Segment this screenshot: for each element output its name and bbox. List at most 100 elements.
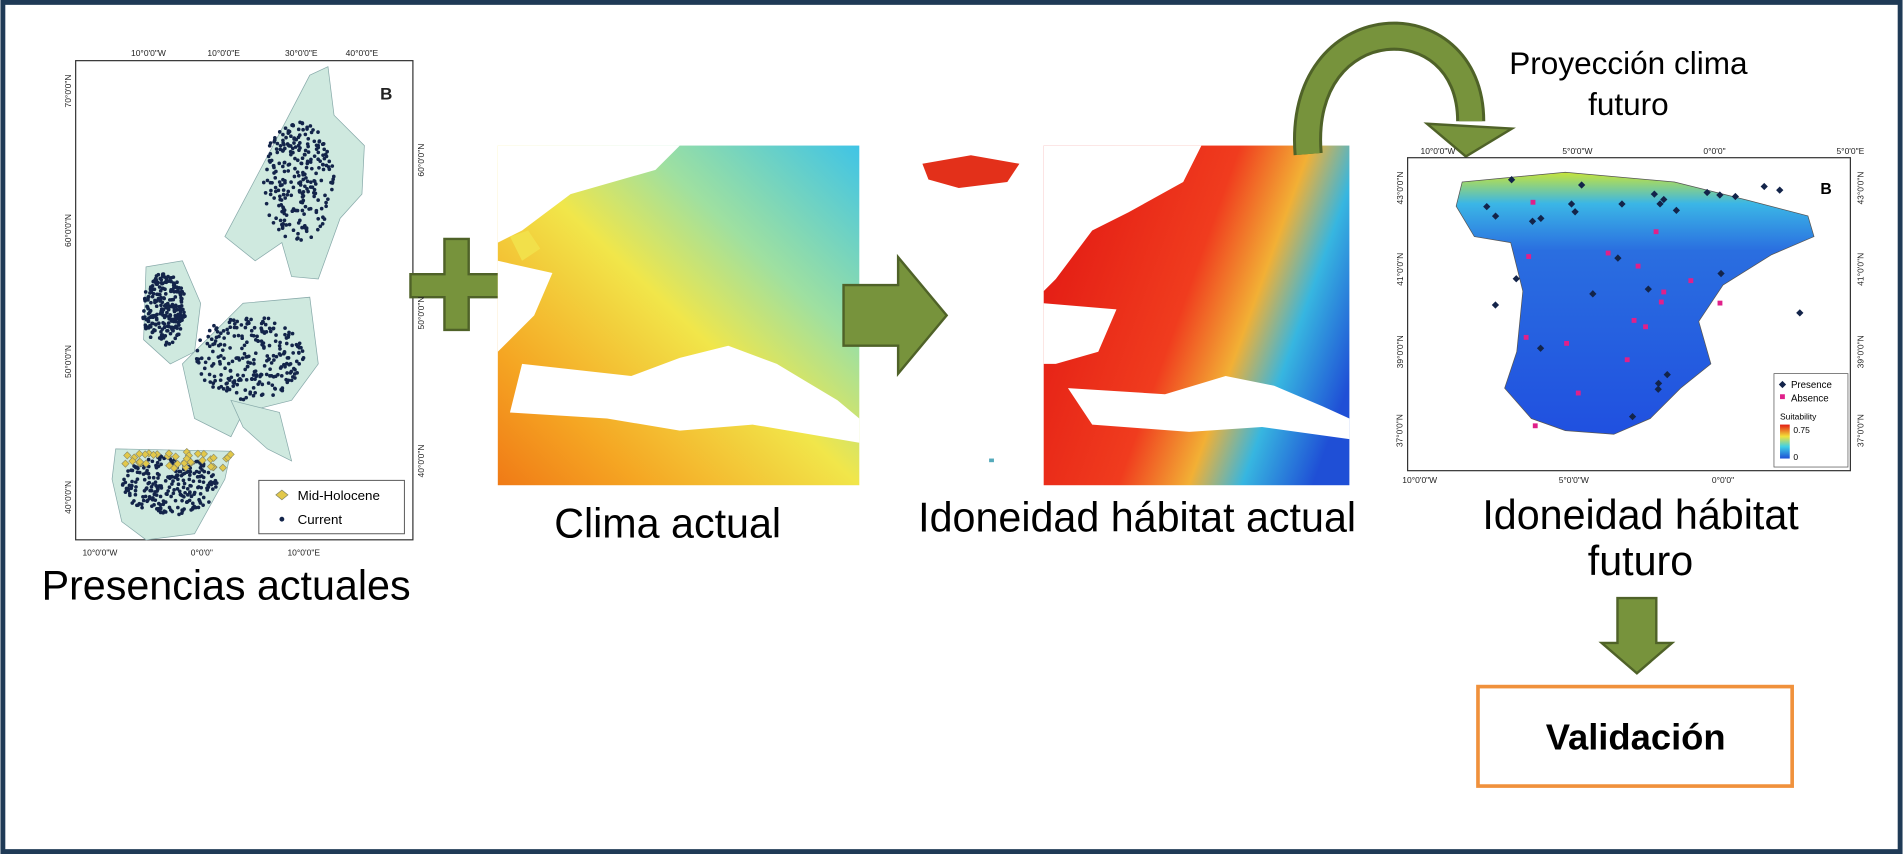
occurrence xyxy=(151,496,155,500)
occurrence xyxy=(281,386,285,390)
occurrence xyxy=(269,330,273,334)
occurrence xyxy=(159,330,163,334)
occurrence xyxy=(196,349,200,353)
occurrence xyxy=(290,370,294,374)
occurrence xyxy=(320,207,324,211)
tick-label: 50°0'0"N xyxy=(416,296,426,329)
occurrence xyxy=(263,364,267,368)
scale-label: 0.75 xyxy=(1793,425,1810,435)
occurrence xyxy=(312,191,316,195)
occurrence xyxy=(293,167,297,171)
occurrence xyxy=(217,344,221,348)
occurrence xyxy=(183,482,187,486)
tick-label: 40°0'0"N xyxy=(63,481,73,514)
occurrence xyxy=(267,317,271,321)
occurrence xyxy=(149,309,153,313)
occurrence xyxy=(219,331,223,335)
occurrence xyxy=(176,487,180,491)
occurrence xyxy=(330,164,334,168)
occurrence xyxy=(309,158,313,162)
occurrence xyxy=(171,329,175,333)
occurrence xyxy=(158,336,162,340)
panel-letter: B xyxy=(380,84,392,103)
occurrence xyxy=(199,486,203,490)
tick-label: 10°0'0"W xyxy=(131,48,166,58)
occurrence xyxy=(317,166,321,170)
occurrence xyxy=(208,344,212,348)
occurrence xyxy=(164,292,168,296)
occurrence xyxy=(170,459,174,463)
occurrence xyxy=(281,149,285,153)
occurrence xyxy=(211,343,215,347)
occurrence xyxy=(281,139,285,143)
occurrence xyxy=(304,149,308,153)
occurrence xyxy=(245,378,249,382)
occurrence xyxy=(211,473,215,477)
step-label: futuro xyxy=(1588,538,1693,584)
occurrence xyxy=(235,391,239,395)
occurrence xyxy=(154,282,158,286)
occurrence xyxy=(303,153,307,157)
occurrence xyxy=(321,222,325,226)
tick-label: 10°0'0"E xyxy=(287,548,320,558)
occurrence xyxy=(283,333,287,337)
occurrence xyxy=(296,209,300,213)
occurrence xyxy=(164,479,168,483)
occurrence xyxy=(274,374,278,378)
occurrence xyxy=(289,134,293,138)
occurrence xyxy=(150,485,154,489)
occurrence xyxy=(306,137,310,141)
occurrence xyxy=(312,195,316,199)
tick-label: 0°0'0" xyxy=(1712,475,1734,485)
occurrence xyxy=(290,344,294,348)
occurrence xyxy=(214,327,218,331)
occurrence xyxy=(182,479,186,483)
occurrence xyxy=(301,171,305,175)
occurrence xyxy=(270,181,274,185)
occurrence xyxy=(316,217,320,221)
occurrence xyxy=(176,506,180,510)
occurrence xyxy=(144,327,148,331)
occurrence xyxy=(270,383,274,387)
occurrence xyxy=(268,367,272,371)
occurrence xyxy=(285,342,289,346)
occurrence xyxy=(227,362,231,366)
occurrence xyxy=(205,486,209,490)
occurrence xyxy=(292,141,296,145)
occurrence xyxy=(280,374,284,378)
absence-point xyxy=(1606,251,1611,256)
occurrence xyxy=(318,159,322,163)
occurrence xyxy=(291,123,295,127)
occurrence xyxy=(297,351,301,355)
tick-label: 10°0'0"W xyxy=(1420,146,1455,156)
occurrence xyxy=(149,301,153,305)
occurrence xyxy=(242,398,246,402)
occurrence xyxy=(285,193,289,197)
occurrence xyxy=(192,472,196,476)
occurrence xyxy=(155,274,159,278)
occurrence xyxy=(147,295,151,299)
step-label: Idoneidad hábitat actual xyxy=(918,494,1356,540)
occurrence xyxy=(210,337,214,341)
occurrence xyxy=(159,495,163,499)
absence-point xyxy=(1564,341,1569,346)
tick-label: 5°0'0"W xyxy=(1562,146,1592,156)
occurrence xyxy=(171,318,175,322)
occurrence xyxy=(130,501,134,505)
occurrence xyxy=(200,356,204,360)
occurrence xyxy=(159,303,163,307)
occurrence xyxy=(246,320,250,324)
occurrence xyxy=(297,174,301,178)
occurrence xyxy=(298,189,302,193)
absence-point xyxy=(1526,254,1531,259)
occurrence xyxy=(180,499,184,503)
occurrence xyxy=(305,166,309,170)
occurrence xyxy=(211,385,215,389)
absence-point xyxy=(1661,290,1666,295)
occurrence xyxy=(204,360,208,364)
occurrence xyxy=(287,129,291,133)
occurrence xyxy=(161,274,165,278)
occurrence xyxy=(290,379,294,383)
occurrence xyxy=(278,198,282,202)
occurrence xyxy=(267,213,271,217)
